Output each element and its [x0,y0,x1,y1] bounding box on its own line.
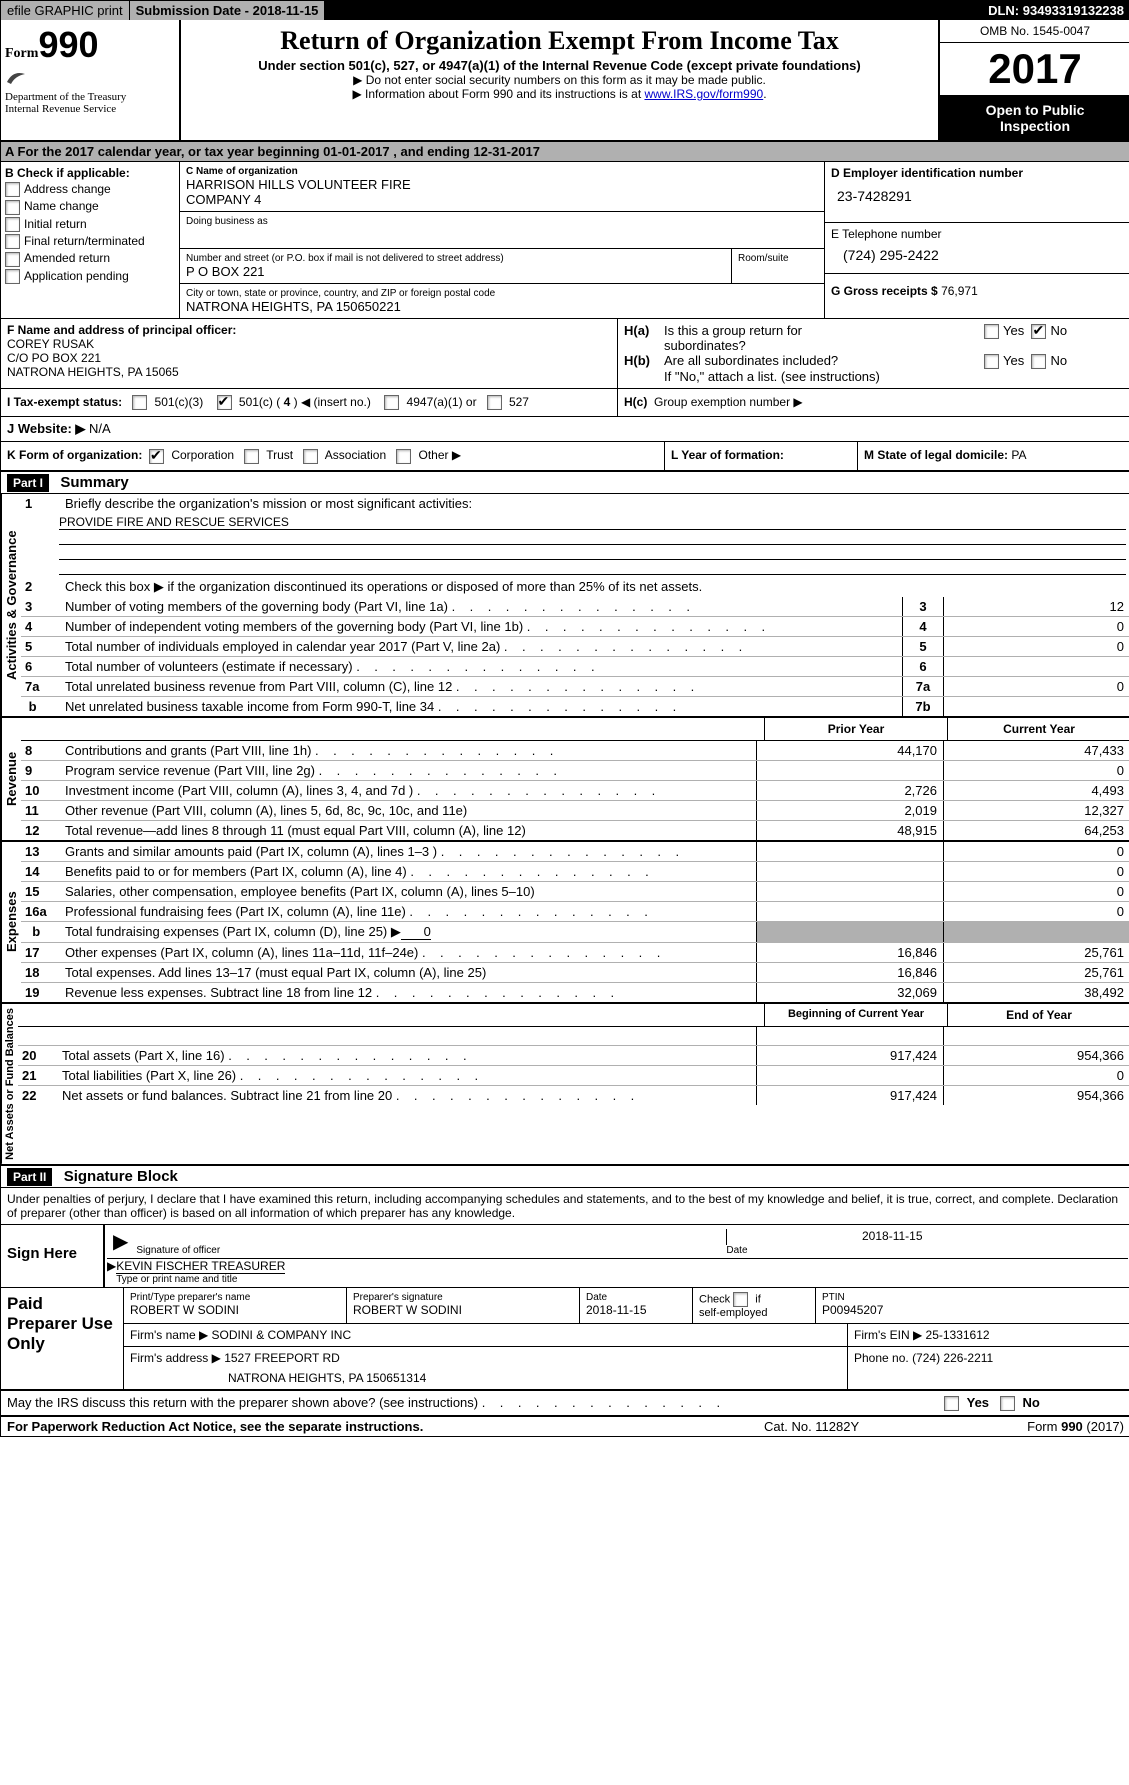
section-a: A For the 2017 calendar year, or tax yea… [1,142,1129,162]
vert-revenue: Revenue [1,718,21,840]
k-box: K Form of organization: Corporation Trus… [1,442,665,469]
dba-cell: Doing business as [180,212,824,249]
f-h-row: F Name and address of principal officer:… [1,319,1129,389]
cb-hb-no[interactable] [1031,354,1046,369]
sign-here-label: Sign Here [1,1225,105,1287]
arrow-icon: ▶ [107,1227,134,1258]
gross-cell: G Gross receipts $ 76,971 [825,274,1129,302]
cb-527[interactable] [487,395,502,410]
l-box: L Year of formation: [665,442,858,469]
form-subtitle: Under section 501(c), 527, or 4947(a)(1)… [185,58,934,73]
street-row: Number and street (or P.O. box if mail i… [180,249,824,284]
cb-address-change[interactable] [5,182,20,197]
cb-app-pending[interactable] [5,269,20,284]
ssn-note: ▶ Do not enter social security numbers o… [185,73,934,87]
cb-final-return[interactable] [5,234,20,249]
cb-ha-yes[interactable] [984,324,999,339]
irs-link[interactable]: www.IRS.gov/form990 [644,87,763,101]
submission-label: Submission Date - [136,3,253,18]
cb-other[interactable] [396,449,411,464]
cb-discuss-no[interactable] [1000,1396,1015,1411]
col-d: D Employer identification number 23-7428… [825,162,1129,318]
eagle-icon [5,66,27,88]
vert-governance: Activities & Governance [1,494,21,716]
info-pre: ▶ Information about Form 990 and its ins… [352,87,644,101]
cb-name-change[interactable] [5,200,20,215]
cb-initial-return[interactable] [5,217,20,232]
cb-self-employed[interactable] [733,1292,748,1307]
form-title: Return of Organization Exempt From Incom… [185,26,934,56]
netassets-section: Net Assets or Fund Balances Beginning of… [1,1004,1129,1166]
form-990-page: efile GRAPHIC print Submission Date - 20… [0,0,1129,1437]
efile-label: efile GRAPHIC print [1,1,130,20]
expenses-section: Expenses 13Grants and similar amounts pa… [1,842,1129,1004]
tax-year: 2017 [940,43,1129,96]
revenue-section: Revenue Prior YearCurrent Year 8Contribu… [1,718,1129,842]
h-box: H(a) Is this a group return for subordin… [618,319,1129,388]
vert-expenses: Expenses [1,842,21,1002]
header-center: Return of Organization Exempt From Incom… [181,20,938,140]
cb-ha-no[interactable] [1031,324,1046,339]
cb-4947[interactable] [384,395,399,410]
bcd-block: B Check if applicable: Address change Na… [1,162,1129,319]
info-note: ▶ Information about Form 990 and its ins… [185,87,934,101]
cb-amended[interactable] [5,252,20,267]
submission-cell: Submission Date - 2018-11-15 [130,1,325,20]
city-cell: City or town, state or province, country… [180,284,824,318]
dept-irs: Internal Revenue Service [5,103,175,115]
part1-head: Part I Summary [1,472,1129,494]
cb-corp[interactable] [149,449,164,464]
paid-preparer-label: Paid Preparer Use Only [1,1288,124,1389]
f-box: F Name and address of principal officer:… [1,319,618,388]
ein-val: 23-7428291 [831,180,1124,204]
cb-discuss-yes[interactable] [944,1396,959,1411]
m-box: M State of legal domicile: PA [858,442,1129,469]
sig-disclaimer: Under penalties of perjury, I declare th… [1,1188,1129,1224]
open-to-public: Open to Public Inspection [940,96,1129,140]
mission-text: PROVIDE FIRE AND RESCUE SERVICES [21,513,1129,577]
arrow-icon: ▶ [107,1259,116,1285]
header-left: Form990 Department of the Treasury Inter… [1,20,181,140]
form-number: 990 [38,24,98,65]
dln-cell: DLN: 93493319132238 [982,1,1129,20]
hc-box: H(c) Group exemption number ▶ [618,389,1129,416]
part2-head: Part II Signature Block [1,1166,1129,1188]
col-b: B Check if applicable: Address change Na… [1,162,180,318]
officer-name: KEVIN FISCHER TREASURER [116,1259,285,1274]
preparer-block: Paid Preparer Use Only Print/Type prepar… [1,1288,1129,1391]
top-bar: efile GRAPHIC print Submission Date - 20… [1,1,1129,20]
col-c: C Name of organization HARRISON HILLS VO… [180,162,825,318]
cb-trust[interactable] [244,449,259,464]
ein-cell: D Employer identification number 23-7428… [825,162,1129,223]
dept-treasury: Department of the Treasury [5,91,175,103]
governance-section: Activities & Governance 1Briefly describ… [1,494,1129,718]
i-box: I Tax-exempt status: 501(c)(3) 501(c) ( … [1,389,618,416]
vert-netassets: Net Assets or Fund Balances [1,1004,18,1164]
org-name-cell: C Name of organization HARRISON HILLS VO… [180,162,824,212]
sig-date: 2018-11-15 [856,1227,1128,1258]
cb-hb-yes[interactable] [984,354,999,369]
footer-row: For Paperwork Reduction Act Notice, see … [1,1417,1129,1436]
cb-assoc[interactable] [303,449,318,464]
tel-cell: E Telephone number (724) 295-2422 [825,223,1129,274]
header-row: Form990 Department of the Treasury Inter… [1,20,1129,142]
dln-val: 93493319132238 [1023,3,1124,18]
klm-row: K Form of organization: Corporation Trus… [1,442,1129,471]
b-head: B Check if applicable: [5,166,175,180]
submission-date: 2018-11-15 [253,3,319,18]
omb-number: OMB No. 1545-0047 [940,20,1129,43]
form-word: Form [5,46,38,61]
discuss-row: May the IRS discuss this return with the… [1,1391,1129,1417]
tel-val: (724) 295-2422 [831,241,1124,263]
cb-501c3[interactable] [132,395,147,410]
header-right: OMB No. 1545-0047 2017 Open to Public In… [938,20,1129,140]
j-row: J Website: ▶ N/A [1,417,1129,442]
i-hc-row: I Tax-exempt status: 501(c)(3) 501(c) ( … [1,389,1129,417]
cb-501c[interactable] [217,395,232,410]
dln-label: DLN: [988,3,1023,18]
signature-block: Under penalties of perjury, I declare th… [1,1188,1129,1436]
